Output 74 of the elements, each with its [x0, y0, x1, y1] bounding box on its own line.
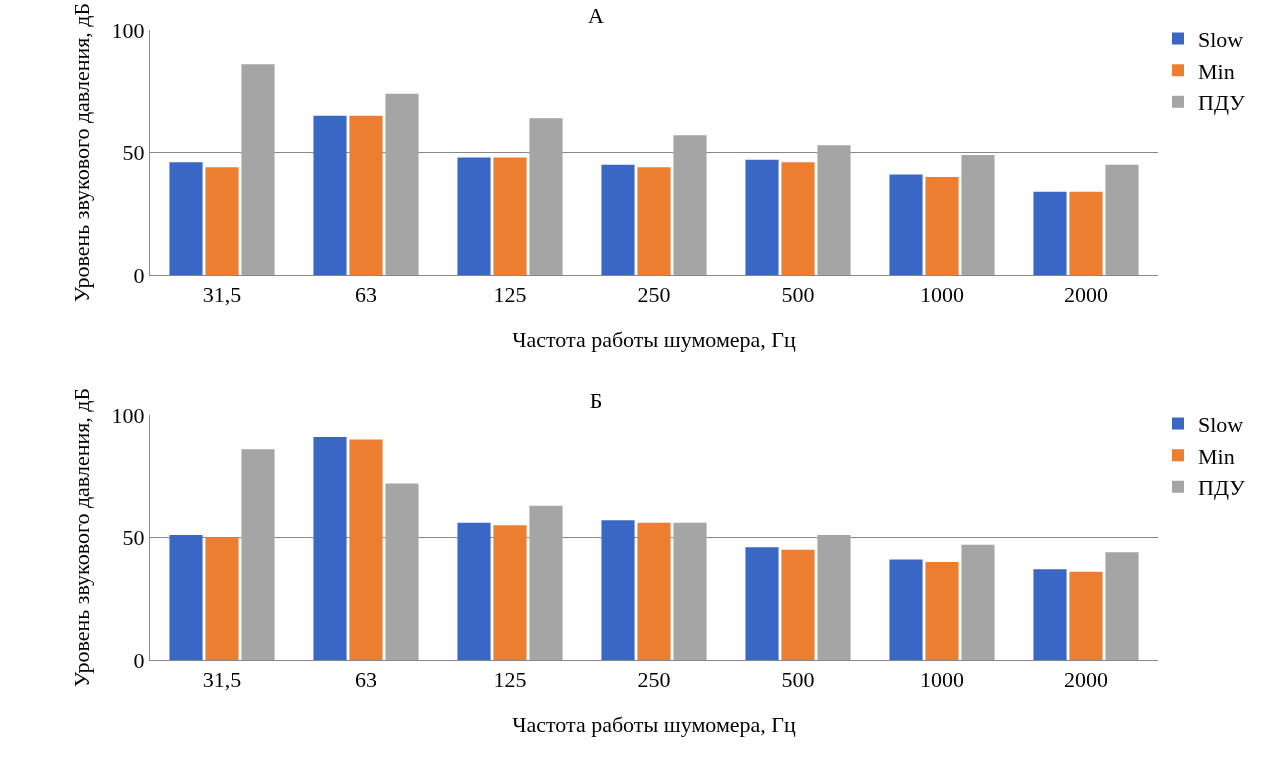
- bar: [925, 562, 959, 660]
- bar: [529, 505, 563, 660]
- x-axis-title: Частота работы шумомера, Гц: [512, 712, 797, 738]
- bar: [169, 162, 203, 275]
- x-tick-label: 31,5: [202, 667, 242, 693]
- bar: [925, 177, 959, 275]
- x-tick-label: 63: [355, 282, 377, 308]
- bar: [673, 135, 707, 275]
- bar: [457, 157, 491, 275]
- x-tick-label: 250: [637, 667, 671, 693]
- bar: [493, 157, 527, 275]
- bar: [1033, 191, 1067, 275]
- bar: [1069, 191, 1103, 275]
- bar: [781, 549, 815, 660]
- x-tick-label: 125: [493, 667, 527, 693]
- y-tick-label: 50: [122, 140, 145, 166]
- bar: [457, 522, 491, 660]
- y-tick-label: 50: [122, 525, 145, 551]
- x-tick-label: 1000: [920, 282, 964, 308]
- bar: [241, 449, 275, 660]
- bar: [781, 162, 815, 275]
- bar: [385, 93, 419, 275]
- x-tick-label: 500: [781, 282, 815, 308]
- bar: [961, 154, 995, 275]
- bar: [205, 537, 239, 660]
- x-tick-label: 63: [355, 667, 377, 693]
- chart-title: А: [588, 3, 605, 29]
- bar: [817, 535, 851, 660]
- x-tick-label: 250: [637, 282, 671, 308]
- bar: [385, 483, 419, 660]
- legend-label: ПДУ: [1198, 475, 1246, 501]
- chart-title: Б: [589, 388, 603, 414]
- legend-label: Slow: [1198, 27, 1244, 53]
- legend-label: Min: [1198, 58, 1235, 84]
- bar: [1033, 569, 1067, 660]
- x-tick-label: 31,5: [202, 282, 242, 308]
- bar: [241, 64, 275, 275]
- bar: [673, 522, 707, 660]
- y-tick-label: 0: [133, 262, 145, 288]
- bar: [313, 115, 347, 275]
- x-tick-label: 2000: [1064, 282, 1108, 308]
- bar: [637, 522, 671, 660]
- y-axis-title: Уровень звукового давления, дБ: [69, 387, 95, 688]
- legend-label: Min: [1198, 443, 1235, 469]
- bar: [169, 535, 203, 660]
- bar: [637, 167, 671, 275]
- x-tick-label: 500: [781, 667, 815, 693]
- bar: [205, 167, 239, 275]
- bar: [493, 525, 527, 660]
- bar: [601, 164, 635, 275]
- bar: [349, 439, 383, 660]
- bar: [529, 118, 563, 275]
- y-tick-label: 0: [133, 647, 145, 673]
- x-tick-label: 2000: [1064, 667, 1108, 693]
- bar: [817, 145, 851, 275]
- y-tick-label: 100: [111, 17, 145, 43]
- bar: [313, 437, 347, 660]
- bar: [1069, 571, 1103, 660]
- bar: [889, 174, 923, 275]
- bar: [349, 115, 383, 275]
- y-tick-label: 100: [111, 402, 145, 428]
- bar: [1105, 164, 1139, 275]
- bar: [889, 559, 923, 660]
- bar: [745, 547, 779, 660]
- x-axis-title: Частота работы шумомера, Гц: [512, 327, 797, 353]
- bar: [1105, 552, 1139, 660]
- x-tick-label: 1000: [920, 667, 964, 693]
- bar: [745, 159, 779, 275]
- y-axis-title: Уровень звукового давления, дБ: [69, 2, 95, 303]
- legend-label: Slow: [1198, 412, 1244, 438]
- legend-label: ПДУ: [1198, 90, 1246, 116]
- bar: [601, 520, 635, 660]
- x-tick-label: 125: [493, 282, 527, 308]
- bar: [961, 544, 995, 660]
